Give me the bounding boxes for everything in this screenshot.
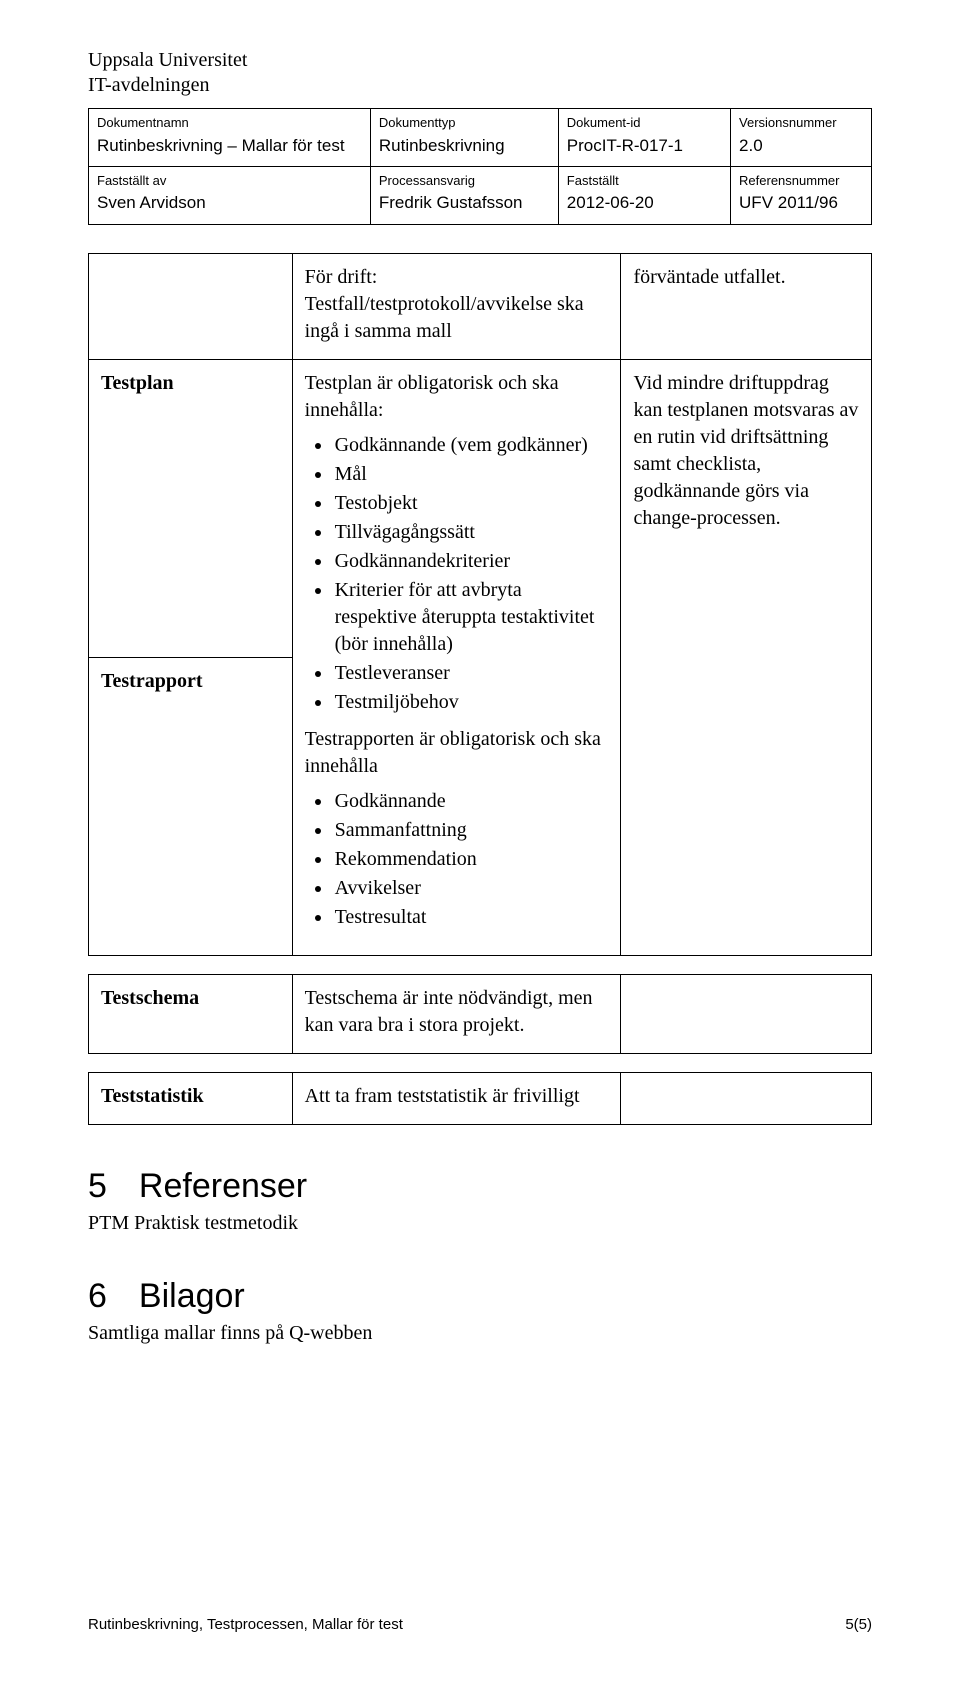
meta-label: Dokument-id	[567, 115, 722, 131]
meta-label: Fastställt	[567, 173, 722, 189]
section-5-body: PTM Praktisk testmetodik	[88, 1212, 872, 1235]
section-6-heading: 6 Bilagor	[88, 1277, 872, 1316]
cell-name-testrapport: Testrapport	[89, 657, 293, 955]
table-row: För drift: Testfall/testprotokoll/avvike…	[89, 253, 872, 359]
cell-desc: Testschema är inte nödvändigt, men kan v…	[292, 974, 621, 1053]
section-6-body: Samtliga mallar finns på Q-webben	[88, 1322, 872, 1345]
bullet-list-testplan: Godkännande (vem godkänner) Mål Testobje…	[305, 432, 609, 716]
page-footer: Rutinbeskrivning, Testprocessen, Mallar …	[88, 1616, 872, 1633]
meta-value: 2.0	[739, 135, 863, 156]
header-org: Uppsala Universitet IT-avdelningen	[88, 48, 872, 98]
list-item: Mål	[333, 461, 609, 488]
meta-value: ProcIT-R-017-1	[567, 135, 722, 156]
section-title: Bilagor	[139, 1277, 245, 1316]
table-row: Teststatistik Att ta fram teststatistik …	[89, 1072, 872, 1124]
cell-title: För drift:	[305, 264, 609, 291]
list-item: Tillvägagångssätt	[333, 519, 609, 546]
meta-cell: Fastställt av Sven Arvidson	[89, 166, 371, 224]
meta-cell: Dokument-id ProcIT-R-017-1	[558, 109, 730, 167]
list-item: Godkännande	[333, 788, 609, 815]
list-item: Testmiljöbehov	[333, 689, 609, 716]
list-item: Godkännandekriterier	[333, 548, 609, 575]
cell-name-testplan: Testplan	[89, 359, 293, 657]
meta-value: Sven Arvidson	[97, 192, 362, 213]
meta-row-1: Dokumentnamn Rutinbeskrivning – Mallar f…	[89, 109, 872, 167]
content-table-3: Teststatistik Att ta fram teststatistik …	[88, 1072, 872, 1125]
meta-cell: Processansvarig Fredrik Gustafsson	[370, 166, 558, 224]
meta-cell: Versionsnummer 2.0	[731, 109, 872, 167]
footer-right: 5(5)	[845, 1616, 872, 1633]
list-item: Godkännande (vem godkänner)	[333, 432, 609, 459]
meta-label: Versionsnummer	[739, 115, 863, 131]
meta-label: Processansvarig	[379, 173, 550, 189]
cell-desc: För drift: Testfall/testprotokoll/avvike…	[292, 253, 621, 359]
list-item: Sammanfattning	[333, 817, 609, 844]
meta-cell: Dokumentnamn Rutinbeskrivning – Mallar f…	[89, 109, 371, 167]
list-item: Testleveranser	[333, 660, 609, 687]
table-row: Testschema Testschema är inte nödvändigt…	[89, 974, 872, 1053]
cell-name	[89, 253, 293, 359]
meta-label: Referensnummer	[739, 173, 863, 189]
section-title: Referenser	[139, 1167, 307, 1206]
section-number: 6	[88, 1277, 107, 1316]
meta-value: Fredrik Gustafsson	[379, 192, 550, 213]
meta-value: UFV 2011/96	[739, 192, 863, 213]
page: Uppsala Universitet IT-avdelningen Dokum…	[0, 0, 960, 1681]
section-number: 5	[88, 1167, 107, 1206]
cell-line: Testfall/testprotokoll/avvikelse ska ing…	[305, 291, 609, 345]
meta-cell: Fastställt 2012-06-20	[558, 166, 730, 224]
meta-value: 2012-06-20	[567, 192, 722, 213]
cell-title: Testplan är obligatorisk och ska innehål…	[305, 370, 609, 424]
cell-note	[621, 974, 872, 1053]
meta-cell: Referensnummer UFV 2011/96	[731, 166, 872, 224]
cell-note	[621, 1072, 872, 1124]
table-row: Testplan Testplan är obligatorisk och sk…	[89, 359, 872, 657]
cell-title: Testrapporten är obligatorisk och ska in…	[305, 726, 609, 780]
org-line1: Uppsala Universitet	[88, 48, 872, 73]
meta-label: Dokumenttyp	[379, 115, 550, 131]
footer-left: Rutinbeskrivning, Testprocessen, Mallar …	[88, 1616, 403, 1633]
cell-desc: Att ta fram teststatistik är frivilligt	[292, 1072, 621, 1124]
list-item: Rekommendation	[333, 846, 609, 873]
meta-label: Fastställt av	[97, 173, 362, 189]
cell-name-teststatistik: Teststatistik	[89, 1072, 293, 1124]
bullet-list-testrapport: Godkännande Sammanfattning Rekommendatio…	[305, 788, 609, 931]
list-item: Avvikelser	[333, 875, 609, 902]
section-5-heading: 5 Referenser	[88, 1167, 872, 1206]
list-item: Kriterier för att avbryta respektive åte…	[333, 577, 609, 658]
list-item: Testresultat	[333, 904, 609, 931]
cell-desc: Testplan är obligatorisk och ska innehål…	[292, 359, 621, 955]
list-item: Testobjekt	[333, 490, 609, 517]
meta-row-2: Fastställt av Sven Arvidson Processansva…	[89, 166, 872, 224]
cell-note: förväntade utfallet.	[621, 253, 872, 359]
meta-value: Rutinbeskrivning – Mallar för test	[97, 135, 362, 156]
meta-table: Dokumentnamn Rutinbeskrivning – Mallar f…	[88, 108, 872, 225]
content-table-1b: För drift: Testfall/testprotokoll/avvike…	[88, 253, 872, 956]
cell-note: Vid mindre driftuppdrag kan testplanen m…	[621, 359, 872, 955]
meta-cell: Dokumenttyp Rutinbeskrivning	[370, 109, 558, 167]
meta-label: Dokumentnamn	[97, 115, 362, 131]
content-table-2: Testschema Testschema är inte nödvändigt…	[88, 974, 872, 1054]
org-line2: IT-avdelningen	[88, 73, 872, 98]
cell-name-testschema: Testschema	[89, 974, 293, 1053]
meta-value: Rutinbeskrivning	[379, 135, 550, 156]
